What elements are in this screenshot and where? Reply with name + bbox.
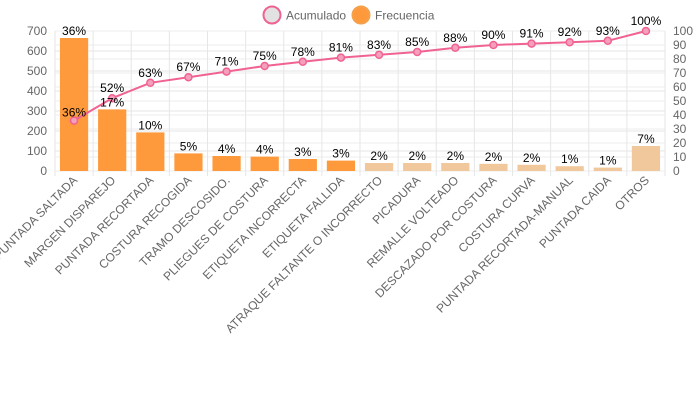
y-right-tick-label: 90 bbox=[673, 38, 687, 52]
line-data-label: 67% bbox=[176, 60, 200, 74]
bar-data-label: 2% bbox=[409, 149, 427, 163]
point-acumulado[interactable] bbox=[184, 72, 193, 82]
y-right-tick-label: 20 bbox=[673, 136, 687, 150]
bar-frecuencia[interactable] bbox=[212, 156, 241, 171]
y-left-tick-label: 300 bbox=[27, 104, 47, 118]
bar-frecuencia[interactable] bbox=[250, 156, 279, 171]
line-data-label: 75% bbox=[253, 49, 277, 63]
x-category-label: PUNTADA CAIDA bbox=[536, 173, 614, 251]
point-acumulado[interactable] bbox=[451, 43, 460, 53]
bar-frecuencia[interactable] bbox=[326, 160, 356, 171]
x-category-label: OTROS bbox=[612, 173, 652, 213]
y-right-tick-label: 10 bbox=[673, 150, 687, 164]
bar-data-label: 3% bbox=[294, 145, 312, 159]
bar-data-label: 2% bbox=[485, 150, 503, 164]
line-data-label: 63% bbox=[138, 66, 162, 80]
bar-frecuencia[interactable] bbox=[593, 167, 622, 171]
line-acumulado bbox=[73, 30, 647, 122]
point-acumulado[interactable] bbox=[260, 61, 269, 71]
bar-frecuencia[interactable] bbox=[555, 166, 584, 171]
point-acumulado[interactable] bbox=[374, 50, 384, 60]
bar-data-label: 10% bbox=[138, 118, 162, 132]
y-left-tick-label: 0 bbox=[40, 164, 47, 178]
line-data-label: 36% bbox=[62, 106, 86, 120]
y-right-tick-label: 60 bbox=[673, 80, 687, 94]
bar-data-label: 4% bbox=[218, 142, 236, 156]
bar-frecuencia[interactable] bbox=[98, 109, 127, 171]
bar-data-label: 7% bbox=[637, 132, 655, 146]
line-data-label: 93% bbox=[596, 24, 620, 38]
point-acumulado[interactable] bbox=[641, 26, 651, 36]
bar-data-label: 4% bbox=[256, 143, 274, 157]
y-right-tick-label: 50 bbox=[673, 94, 687, 108]
bar-data-label: 36% bbox=[62, 24, 86, 38]
bar-data-label: 2% bbox=[370, 149, 388, 163]
y-right-tick-label: 70 bbox=[673, 66, 687, 80]
y-left-tick-label: 100 bbox=[27, 144, 47, 158]
line-data-label: 88% bbox=[443, 31, 467, 45]
point-acumulado[interactable] bbox=[489, 40, 498, 50]
y-right-tick-label: 40 bbox=[673, 108, 687, 122]
bar-data-label: 1% bbox=[599, 154, 617, 168]
bar-data-label: 17% bbox=[100, 95, 124, 109]
point-acumulado[interactable] bbox=[336, 53, 346, 62]
bar-frecuencia[interactable] bbox=[364, 163, 394, 171]
y-left-tick-label: 200 bbox=[27, 124, 47, 138]
line-data-label: 85% bbox=[405, 35, 429, 49]
y-left-tick-label: 700 bbox=[27, 24, 47, 38]
y-right-tick-label: 0 bbox=[673, 164, 680, 178]
point-acumulado[interactable] bbox=[298, 57, 308, 67]
bar-frecuencia[interactable] bbox=[136, 132, 165, 171]
point-acumulado[interactable] bbox=[107, 93, 117, 103]
line-data-label: 71% bbox=[215, 55, 239, 69]
y-right-tick-label: 100 bbox=[673, 24, 693, 38]
bar-frecuencia[interactable] bbox=[631, 146, 661, 171]
y-left-tick-label: 500 bbox=[27, 64, 47, 78]
point-acumulado[interactable] bbox=[222, 67, 231, 76]
bar-frecuencia[interactable] bbox=[403, 163, 432, 171]
bar-data-label: 2% bbox=[523, 151, 541, 165]
line-data-label: 91% bbox=[520, 27, 544, 41]
y-right-tick-label: 30 bbox=[673, 122, 687, 136]
line-data-label: 100% bbox=[631, 14, 662, 28]
bar-data-label: 2% bbox=[447, 149, 465, 163]
line-data-label: 92% bbox=[558, 25, 582, 39]
y-right-tick-label: 80 bbox=[673, 52, 687, 66]
bar-data-label: 1% bbox=[561, 152, 579, 166]
legend-label-frecuencia[interactable]: Frecuencia bbox=[375, 9, 435, 23]
bar-frecuencia[interactable] bbox=[479, 163, 508, 171]
point-acumulado[interactable] bbox=[69, 116, 79, 125]
bar-data-label: 5% bbox=[180, 139, 198, 153]
line-data-label: 83% bbox=[367, 38, 391, 52]
point-acumulado[interactable] bbox=[603, 36, 613, 46]
bar-frecuencia[interactable] bbox=[441, 163, 470, 171]
point-acumulado[interactable] bbox=[412, 47, 422, 57]
legend-marker-frecuencia[interactable] bbox=[351, 5, 371, 25]
legend-label-acumulado[interactable]: Acumulado bbox=[286, 9, 346, 23]
line-data-label: 52% bbox=[100, 81, 124, 95]
x-category-label: PUNTADA RECORTADA-MANUAL bbox=[433, 173, 576, 316]
bar-frecuencia[interactable] bbox=[59, 38, 89, 171]
y-left-tick-label: 600 bbox=[27, 44, 47, 58]
bar-frecuencia[interactable] bbox=[517, 164, 546, 171]
legend-marker-acumulado[interactable] bbox=[262, 5, 282, 25]
line-data-label: 78% bbox=[291, 45, 315, 59]
bar-data-label: 3% bbox=[332, 147, 350, 161]
point-acumulado[interactable] bbox=[146, 78, 155, 88]
bar-frecuencia[interactable] bbox=[288, 159, 317, 171]
point-acumulado[interactable] bbox=[527, 39, 536, 48]
point-acumulado[interactable] bbox=[565, 37, 574, 47]
y-left-tick-label: 400 bbox=[27, 84, 47, 98]
line-data-label: 90% bbox=[481, 28, 505, 42]
bar-frecuencia[interactable] bbox=[174, 153, 203, 171]
line-data-label: 81% bbox=[329, 41, 353, 55]
